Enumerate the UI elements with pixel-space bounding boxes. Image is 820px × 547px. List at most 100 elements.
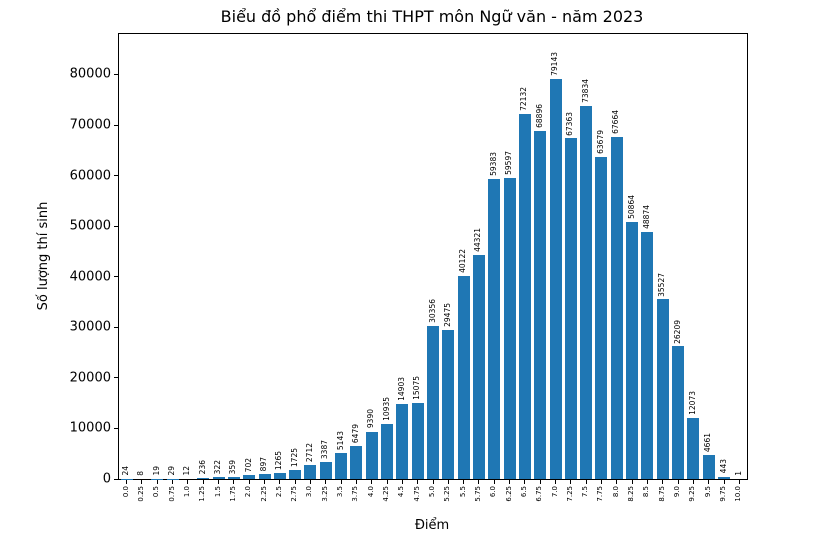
bar (457, 276, 470, 479)
x-tick-mark (723, 480, 725, 484)
bar-value-label: 29475 (442, 303, 452, 327)
bar-value-label: 67664 (611, 109, 621, 134)
x-tick-label: 4.5 (397, 486, 406, 498)
chart-title: Biểu đồ phổ điểm thi THPT môn Ngữ văn - … (220, 7, 644, 26)
x-tick-mark (187, 480, 189, 484)
bar-value-label: 79143 (550, 51, 560, 76)
y-tick-mark (114, 276, 118, 278)
bar (534, 130, 547, 479)
x-tick-mark (355, 480, 357, 484)
x-tick-label: 7.25 (565, 486, 574, 502)
x-tick-label: 4.25 (382, 486, 391, 502)
bar-value-label: 9390 (366, 409, 376, 429)
bar (365, 431, 378, 479)
x-tick-label: 2.25 (259, 486, 268, 502)
bar (687, 417, 700, 479)
x-tick-label: 5.75 (473, 486, 482, 502)
x-tick-label: 9.25 (688, 486, 697, 502)
y-tick-label: 40000 (69, 269, 111, 285)
x-tick-label: 6.75 (535, 486, 544, 502)
x-tick-mark (202, 480, 204, 484)
x-tick-label: 1.0 (182, 486, 191, 498)
x-axis-label: Điểm (414, 518, 450, 533)
x-tick-label: 9.0 (673, 486, 682, 498)
x-tick-mark (371, 480, 373, 484)
x-tick-mark (141, 480, 143, 484)
bar (319, 461, 332, 479)
x-tick-mark (172, 480, 174, 484)
x-tick-label: 2.5 (274, 486, 283, 498)
x-tick-mark (156, 480, 158, 484)
bar-value-label: 24 (121, 466, 131, 476)
y-tick-label: 30000 (69, 319, 111, 335)
bar-value-label: 322 (213, 460, 223, 475)
x-tick-mark (478, 480, 480, 484)
bar (503, 177, 516, 479)
bar-value-label: 48874 (641, 205, 651, 229)
bar-value-label: 73834 (580, 78, 590, 103)
bar-value-label: 897 (259, 457, 268, 472)
x-tick-mark (218, 480, 220, 484)
bar-value-label: 1 (733, 471, 743, 476)
bar (197, 477, 210, 479)
bar (442, 329, 455, 479)
bar (381, 423, 394, 479)
plot-area: 0 10000 20000 30000 40000 50000 60000 70000 8000… (70, 33, 748, 502)
x-tick-label: 8.5 (642, 486, 651, 498)
y-tick-label: 60000 (69, 168, 111, 184)
bar (580, 105, 593, 479)
x-tick-label: 10.0 (734, 486, 743, 502)
x-tick-label: 1.5 (213, 486, 222, 498)
bar-value-label: 4661 (703, 433, 713, 453)
bar (227, 477, 240, 479)
bar (350, 446, 363, 479)
bar-value-label: 19 (151, 466, 161, 476)
bar-value-label: 59597 (504, 150, 514, 175)
bar-value-label: 67363 (565, 111, 575, 136)
x-tick-mark (417, 480, 419, 484)
x-tick-mark (539, 480, 541, 484)
bar-value-label: 3387 (320, 439, 330, 459)
y-tick-label: 20000 (69, 370, 111, 386)
bar (702, 455, 715, 479)
y-tick-label: 70000 (69, 117, 111, 133)
x-tick-mark (555, 480, 557, 484)
bar-value-label: 50864 (626, 194, 636, 219)
bar (641, 231, 654, 479)
x-tick-mark (309, 480, 311, 484)
bar-value-label: 35527 (657, 272, 667, 297)
x-tick-label: 4.0 (366, 486, 375, 498)
x-tick-mark (233, 480, 235, 484)
x-tick-label: 9.75 (719, 486, 728, 502)
x-tick-mark (294, 480, 296, 484)
y-tick-mark (114, 377, 118, 379)
bar (718, 476, 731, 479)
x-tick-mark (692, 480, 694, 484)
x-tick-label: 5.5 (458, 486, 467, 498)
x-tick-label: 0.75 (167, 486, 176, 502)
x-tick-mark (646, 480, 648, 484)
y-axis-label: Số lượng thí sinh (36, 201, 51, 311)
bar (610, 136, 623, 479)
x-tick-mark (279, 480, 281, 484)
y-tick-label: 50000 (69, 218, 111, 234)
x-tick-mark (401, 480, 403, 484)
bar (411, 402, 424, 479)
x-tick-mark (677, 480, 679, 484)
bar-value-label: 12 (182, 466, 192, 476)
bar-value-label: 15075 (412, 375, 422, 400)
y-tick-mark (114, 427, 118, 429)
x-tick-mark (386, 480, 388, 484)
x-tick-mark (493, 480, 495, 484)
x-tick-mark (600, 480, 602, 484)
bar-value-label: 29 (167, 466, 177, 476)
y-tick-label: 0 (102, 471, 111, 487)
y-tick-mark (114, 73, 118, 75)
x-tick-mark (738, 480, 740, 484)
x-tick-mark (325, 480, 327, 484)
x-tick-label: 0.25 (136, 486, 145, 502)
x-tick-label: 3.25 (320, 486, 329, 502)
bar-value-label: 2712 (304, 443, 314, 463)
x-tick-mark (340, 480, 342, 484)
